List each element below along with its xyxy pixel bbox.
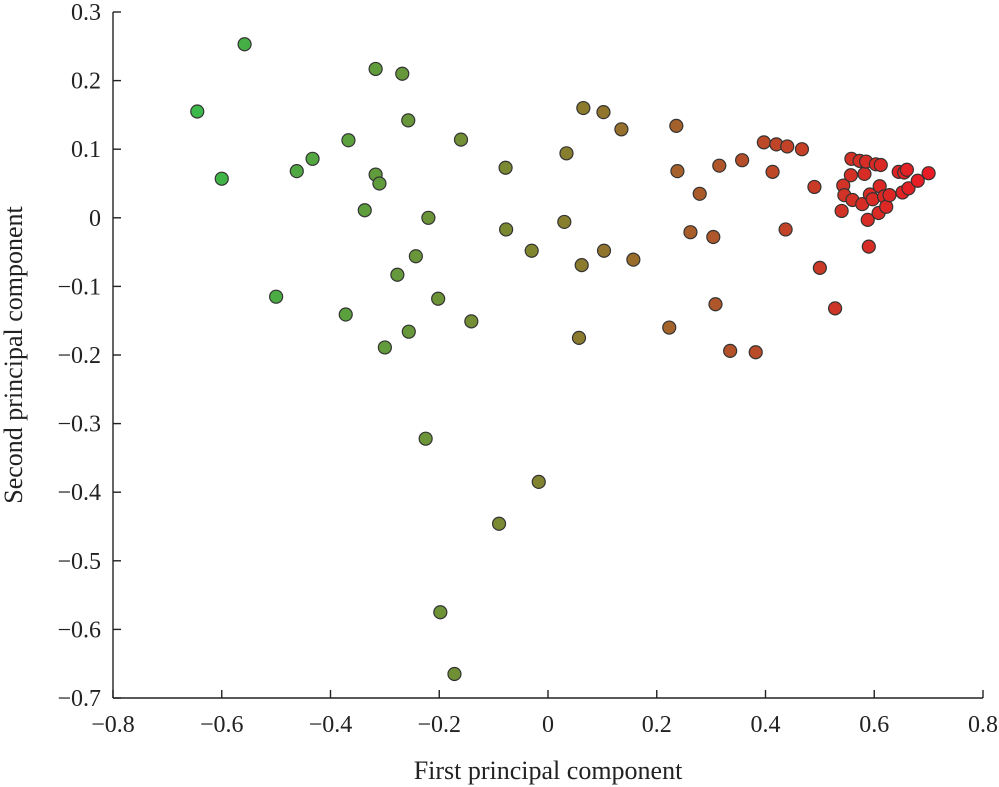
data-point: [807, 179, 822, 195]
data-points: [190, 37, 936, 682]
data-point: [706, 229, 721, 245]
data-point: [498, 160, 513, 175]
x-tick-label: −0.6: [200, 712, 244, 738]
y-tick-label: −0.7: [57, 686, 101, 712]
x-tick-label: −0.2: [417, 712, 461, 738]
data-point: [418, 431, 433, 446]
data-point: [269, 289, 284, 304]
data-point: [756, 135, 771, 150]
y-tick-label: −0.4: [57, 480, 101, 506]
x-tick-label: 0.2: [642, 712, 672, 738]
data-point: [401, 324, 416, 339]
data-point: [377, 340, 392, 355]
data-point: [899, 162, 914, 177]
x-tick-label: 0.6: [859, 712, 889, 738]
data-point: [237, 37, 252, 52]
data-point: [214, 171, 229, 186]
data-point: [670, 164, 685, 179]
data-point: [662, 320, 677, 335]
data-point: [433, 605, 448, 620]
data-point: [921, 166, 936, 181]
data-point: [401, 113, 416, 128]
y-tick-label: 0: [89, 206, 101, 232]
y-axis-title: Second principal component: [0, 205, 28, 503]
data-point: [289, 164, 304, 179]
y-tick-label: 0.3: [71, 0, 101, 26]
data-point: [882, 188, 897, 203]
data-point: [861, 239, 876, 254]
data-point: [431, 291, 446, 306]
data-point: [559, 146, 574, 161]
data-point: [860, 212, 875, 227]
y-tick-label: −0.2: [57, 343, 101, 369]
data-point: [421, 210, 436, 225]
data-point: [596, 243, 612, 258]
data-point: [692, 186, 707, 201]
data-point: [780, 139, 795, 154]
y-ticks: 0.3 0.2 0.1 0 −0.1 −0.2 −0.3 −0.4 −0.5 −0.6 −0.7: [57, 0, 121, 712]
data-point: [873, 157, 888, 173]
data-point: [735, 153, 750, 168]
data-point: [901, 181, 916, 196]
y-tick-label: −0.1: [57, 274, 101, 300]
x-axis-title: First principal component: [414, 756, 683, 785]
y-tick-label: −0.6: [57, 617, 101, 643]
data-point: [748, 345, 763, 360]
data-point: [464, 314, 479, 329]
data-point: [338, 307, 353, 322]
data-point: [341, 133, 356, 148]
data-point: [723, 343, 738, 358]
x-tick-label: −0.4: [309, 712, 353, 738]
data-point: [812, 260, 827, 275]
data-point: [834, 203, 849, 219]
data-point: [390, 267, 405, 282]
data-point: [305, 151, 320, 166]
data-point: [453, 132, 469, 147]
data-point: [190, 104, 205, 119]
data-point: [524, 243, 539, 258]
data-point: [626, 252, 641, 267]
data-point: [843, 168, 858, 183]
data-point: [574, 258, 589, 273]
data-point: [857, 166, 872, 181]
x-ticks: −0.8 −0.6 −0.4 −0.2 0 0.2 0.4 0.6 0.8: [91, 690, 998, 738]
data-point: [395, 66, 410, 81]
data-point: [372, 176, 387, 191]
y-tick-label: −0.3: [57, 412, 101, 438]
data-point: [571, 330, 587, 345]
data-point: [669, 118, 684, 133]
data-point: [557, 214, 572, 230]
data-point: [712, 158, 727, 173]
data-point: [596, 105, 611, 120]
data-point: [865, 192, 880, 207]
data-point: [765, 164, 780, 179]
data-point: [614, 122, 629, 137]
x-tick-label: 0: [542, 712, 554, 738]
data-point: [879, 199, 894, 214]
data-point: [910, 173, 925, 188]
data-point: [491, 516, 507, 531]
data-point: [708, 297, 723, 312]
y-tick-label: 0.1: [71, 137, 101, 163]
x-tick-label: 0.4: [751, 712, 781, 738]
data-point: [827, 301, 843, 316]
data-point: [683, 225, 698, 240]
x-tick-label: 0.8: [968, 712, 998, 738]
data-point: [357, 203, 372, 218]
data-point: [576, 100, 591, 116]
x-tick-label: −0.8: [91, 712, 135, 738]
data-point: [531, 474, 546, 490]
data-point: [447, 666, 462, 682]
y-tick-label: 0.2: [71, 69, 101, 95]
data-point: [499, 222, 514, 237]
data-point: [368, 61, 383, 77]
axes: [112, 12, 983, 699]
data-point: [408, 249, 423, 264]
data-point: [794, 142, 810, 157]
y-tick-label: −0.5: [57, 549, 101, 575]
data-point: [778, 222, 793, 237]
